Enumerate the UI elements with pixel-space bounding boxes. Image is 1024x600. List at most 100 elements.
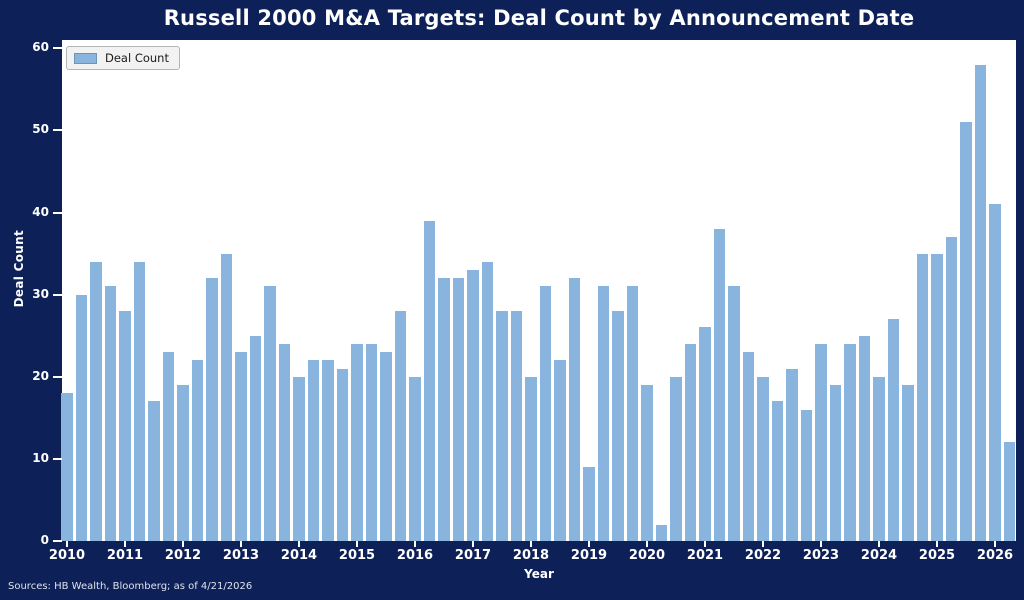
y-tick <box>53 129 62 132</box>
y-tick-label: 20 <box>32 368 49 383</box>
bar <box>177 384 189 541</box>
bar <box>481 261 494 541</box>
x-tick-label: 2012 <box>164 548 202 563</box>
bar <box>844 343 856 541</box>
bar <box>771 401 784 541</box>
bar <box>684 343 697 541</box>
x-tick <box>588 541 590 547</box>
x-tick <box>936 541 938 547</box>
bar <box>510 311 523 541</box>
x-tick-label: 2019 <box>570 548 608 563</box>
x-axis-label: Year <box>524 567 554 581</box>
x-tick-label: 2018 <box>512 548 550 563</box>
y-tick <box>53 47 62 50</box>
bar <box>1003 442 1016 541</box>
bar <box>452 278 465 541</box>
bar <box>264 286 276 541</box>
bar <box>742 352 755 541</box>
x-tick <box>646 541 648 547</box>
x-tick <box>530 541 532 547</box>
bar <box>438 278 450 541</box>
bar <box>423 220 436 541</box>
bar <box>902 384 914 541</box>
x-tick-label: 2023 <box>802 548 840 563</box>
bar <box>699 327 711 541</box>
bar <box>119 311 131 541</box>
x-tick <box>240 541 242 547</box>
y-tick <box>53 457 62 460</box>
bar <box>945 237 958 541</box>
bar <box>293 376 305 541</box>
bar <box>887 319 900 541</box>
bar <box>249 335 262 541</box>
bar <box>104 286 117 541</box>
bar <box>525 376 537 541</box>
x-tick-label: 2016 <box>396 548 434 563</box>
x-tick-label: 2010 <box>48 548 86 563</box>
bar <box>757 376 769 541</box>
bar <box>931 253 943 541</box>
x-tick <box>704 541 706 547</box>
bar <box>989 204 1001 541</box>
x-tick-label: 2015 <box>338 548 376 563</box>
bar <box>713 228 726 541</box>
bar <box>974 64 987 541</box>
bar <box>322 360 334 541</box>
bar <box>597 286 610 541</box>
x-tick <box>182 541 184 547</box>
bar <box>858 335 871 541</box>
y-tick <box>53 211 62 214</box>
y-tick-label: 60 <box>32 40 49 55</box>
x-tick-label: 2025 <box>918 548 956 563</box>
chart-title: Russell 2000 M&A Targets: Deal Count by … <box>163 6 915 30</box>
bar <box>365 343 378 541</box>
bar <box>380 352 392 541</box>
x-tick-label: 2026 <box>976 548 1014 563</box>
bar <box>786 368 798 541</box>
y-tick <box>53 375 62 378</box>
x-tick-label: 2011 <box>106 548 144 563</box>
x-tick <box>762 541 764 547</box>
bar <box>612 311 624 541</box>
bar <box>800 409 813 541</box>
y-tick-label: 40 <box>32 204 49 219</box>
x-tick-label: 2021 <box>686 548 724 563</box>
bar <box>307 360 320 541</box>
legend-swatch-icon <box>74 52 97 64</box>
x-tick-label: 2013 <box>222 548 260 563</box>
x-tick-label: 2017 <box>454 548 492 563</box>
bar <box>394 311 407 541</box>
bar <box>815 343 827 541</box>
bar <box>960 122 972 541</box>
legend: Deal Count <box>66 46 180 70</box>
x-tick <box>298 541 300 547</box>
bar <box>655 524 668 541</box>
bar <box>496 311 508 541</box>
x-tick <box>994 541 996 547</box>
bar <box>336 368 349 541</box>
bar <box>206 278 218 541</box>
bar <box>133 261 146 541</box>
bar <box>90 261 102 541</box>
bar <box>916 253 929 541</box>
bar <box>409 376 421 541</box>
bar <box>568 278 581 541</box>
source-note: Sources: HB Wealth, Bloomberg; as of 4/2… <box>8 581 253 592</box>
y-tick-label: 10 <box>32 450 49 465</box>
x-tick-label: 2014 <box>280 548 318 563</box>
x-tick-label: 2020 <box>628 548 666 563</box>
bar <box>75 294 88 541</box>
y-tick-label: 50 <box>32 122 49 137</box>
bar <box>829 384 842 541</box>
x-tick-label: 2022 <box>744 548 782 563</box>
bar <box>467 269 479 541</box>
bar <box>728 286 740 541</box>
x-tick <box>66 541 68 547</box>
legend-label: Deal Count <box>105 51 169 65</box>
bar <box>641 384 653 541</box>
bar <box>583 467 595 541</box>
bar <box>148 401 160 541</box>
bar <box>554 360 566 541</box>
x-tick <box>820 541 822 547</box>
